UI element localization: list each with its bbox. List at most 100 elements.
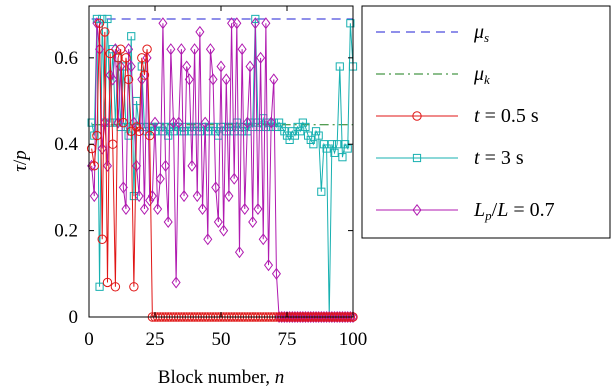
data-point (322, 144, 331, 153)
data-point (285, 135, 294, 145)
data-point (203, 233, 213, 246)
data-point (179, 127, 189, 136)
data-point (271, 267, 281, 280)
data-point (301, 122, 310, 132)
data-point (166, 43, 176, 56)
data-point (232, 17, 242, 30)
plot-series (86, 14, 358, 324)
data-point (115, 44, 126, 54)
data-point (145, 194, 155, 207)
data-point (248, 215, 258, 229)
data-point (272, 122, 281, 132)
data-point (346, 19, 355, 28)
data-point (100, 27, 110, 37)
data-point (190, 43, 200, 56)
legend-sample-marker-t05 (412, 111, 422, 121)
data-point (108, 139, 118, 149)
data-point (171, 276, 181, 289)
data-point (95, 282, 104, 291)
data-point (327, 140, 336, 149)
y-axis-label: τ/p (10, 150, 31, 172)
data-point (338, 153, 347, 162)
x-tick-label: 75 (278, 329, 297, 350)
data-point (280, 127, 289, 136)
data-point (229, 172, 239, 185)
data-point (248, 122, 257, 132)
data-point (240, 202, 250, 216)
data-point (182, 60, 192, 73)
data-point (92, 17, 102, 30)
data-point (269, 73, 279, 86)
data-point (156, 122, 165, 132)
data-point (237, 43, 247, 56)
data-point (211, 181, 221, 194)
data-point (134, 190, 144, 203)
x-tick-label: 0 (84, 329, 94, 350)
data-point (261, 17, 271, 30)
data-point (158, 127, 168, 136)
data-point (131, 159, 142, 172)
data-point (195, 25, 205, 38)
data-point (174, 116, 184, 129)
series-line-lp (91, 23, 353, 318)
data-point (184, 73, 194, 86)
data-point (94, 18, 105, 28)
data-point (251, 14, 260, 24)
data-point (179, 190, 189, 203)
data-point (242, 116, 252, 129)
data-point (187, 127, 197, 136)
data-point (234, 246, 245, 259)
legend-samples (376, 31, 458, 217)
y-tick-label: 0.2 (54, 221, 78, 242)
data-point (137, 53, 147, 63)
series-markers-lp (87, 17, 358, 324)
x-axis-label: Block number, n (158, 367, 284, 388)
data-point (155, 172, 165, 185)
data-point (288, 127, 297, 136)
data-point (126, 60, 136, 73)
data-point (263, 259, 274, 272)
data-point (293, 122, 302, 132)
data-point (139, 70, 150, 80)
data-point (121, 53, 131, 63)
data-point (203, 127, 212, 136)
data-point (335, 62, 344, 71)
data-point (103, 14, 112, 24)
data-point (216, 60, 226, 73)
data-point (256, 51, 266, 64)
data-point (213, 215, 223, 229)
data-point (97, 234, 107, 244)
data-point (153, 202, 163, 216)
data-point (296, 127, 305, 136)
data-point (118, 117, 129, 128)
y-tick-label: 0.4 (54, 134, 78, 155)
data-point (127, 32, 136, 41)
y-tick-label: 0 (69, 307, 79, 328)
data-point (277, 122, 286, 132)
data-point (105, 48, 115, 59)
data-point (89, 161, 99, 171)
data-point (311, 127, 321, 136)
data-point (211, 127, 220, 136)
data-point (163, 215, 173, 229)
data-point (205, 43, 215, 56)
data-point (92, 130, 102, 141)
data-point (176, 43, 186, 56)
data-point (102, 277, 113, 288)
data-point (333, 140, 342, 149)
legend-sample-marker-t3 (412, 153, 422, 163)
data-point (142, 44, 152, 54)
axis-ticks: 0 25 50 75 100 0 0.2 0.4 0.6 (54, 6, 367, 350)
data-point (208, 73, 218, 86)
data-point (282, 131, 292, 140)
data-point (97, 142, 107, 155)
data-point (314, 131, 323, 140)
data-point (102, 159, 113, 172)
data-point (330, 148, 339, 157)
y-tick-label: 0.6 (54, 48, 78, 69)
data-point (309, 140, 318, 149)
data-point (261, 122, 270, 132)
data-point (245, 60, 255, 73)
data-point (343, 144, 352, 153)
